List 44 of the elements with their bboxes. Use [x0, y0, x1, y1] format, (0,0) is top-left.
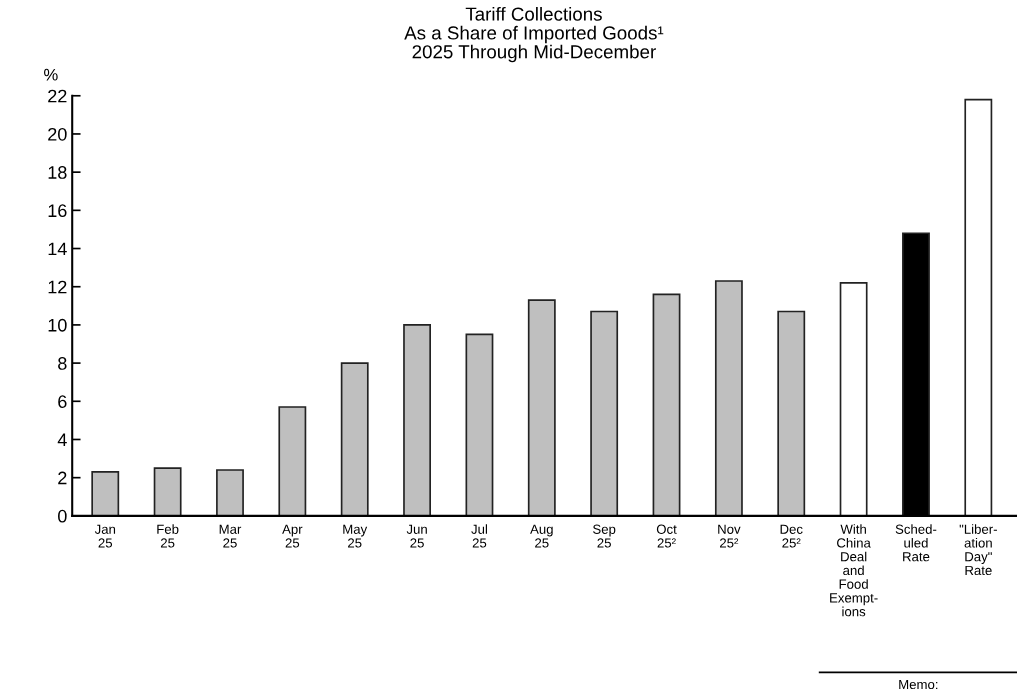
y-tick-label: 12: [48, 280, 67, 294]
y-tick-label: 10: [48, 318, 67, 332]
x-tick-label: Oct 25²: [656, 524, 677, 548]
bar: [652, 293, 681, 516]
bar: [216, 469, 244, 516]
x-tick-label: "Liber- ation Day" Rate: [959, 524, 997, 576]
y-tick-label: 14: [48, 242, 67, 256]
bar: [527, 299, 556, 516]
y-tick-label: 20: [48, 127, 67, 141]
bar: [91, 471, 120, 516]
y-tick-label: 6: [58, 395, 67, 409]
x-tick-label: With China Deal and Food Exempt- ions: [830, 524, 878, 617]
bar: [964, 98, 993, 516]
x-tick-label: Sep 25: [593, 524, 616, 548]
x-tick-label: Apr 25: [282, 524, 303, 548]
x-tick-label: Dec 25²: [780, 524, 803, 548]
bar: [590, 310, 619, 516]
y-tick-label: 0: [58, 509, 67, 523]
y-tick-label: 22: [48, 89, 67, 103]
bar: [839, 282, 868, 516]
x-tick-label: Sched- uled Rate: [895, 524, 937, 562]
x-tick-label: Nov 25²: [718, 524, 741, 548]
bar: [153, 467, 182, 516]
x-tick-label: Jun 25: [406, 524, 427, 548]
y-tick-label: 16: [48, 204, 67, 218]
y-tick-label: 18: [48, 166, 67, 179]
x-tick-label: Feb 25: [157, 524, 179, 548]
y-axis-title: %: [44, 68, 58, 81]
x-tick-label: Jan 25: [94, 524, 116, 548]
bar: [465, 333, 494, 516]
x-tick-label: Jul 25: [471, 524, 487, 548]
x-tick-label: Mar 25: [219, 524, 242, 548]
bar: [340, 362, 369, 516]
bar: [278, 406, 307, 516]
bar: [714, 280, 743, 516]
y-tick-label: 8: [58, 357, 67, 370]
bar: [777, 310, 806, 516]
y-tick-label: 2: [58, 471, 67, 485]
text: Memo:: [899, 679, 938, 690]
x-tick-label: Aug 25: [530, 524, 553, 548]
x-tick-label: May 25: [343, 524, 368, 548]
chart-title: Tariff Collections As a Share of Imported Goods¹ 2025 Through Mid-December: [404, 6, 664, 63]
y-tick-label: 4: [57, 433, 67, 447]
bar: [403, 324, 432, 516]
